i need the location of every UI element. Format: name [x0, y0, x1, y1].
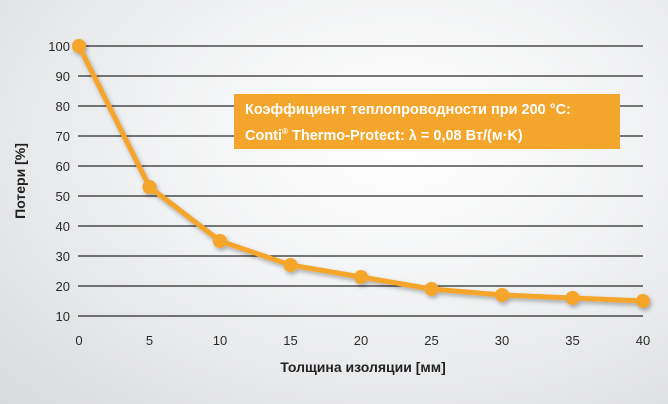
y-tick-label: 70 — [56, 129, 70, 144]
data-point — [72, 39, 86, 53]
annotation-box: Коэффициент теплопроводности при 200 °C:… — [234, 94, 620, 149]
x-tick-label: 5 — [146, 333, 153, 348]
x-tick-label: 15 — [283, 333, 297, 348]
data-point — [495, 288, 509, 302]
data-point — [213, 234, 227, 248]
x-tick-label: 30 — [495, 333, 509, 348]
x-tick-label: 25 — [424, 333, 438, 348]
x-tick-label: 10 — [213, 333, 227, 348]
registered-mark: ® — [282, 127, 288, 136]
x-tick-label: 20 — [354, 333, 368, 348]
series-line — [76, 44, 644, 304]
data-point — [565, 291, 580, 305]
data-point — [636, 294, 650, 308]
y-tick-label: 80 — [56, 99, 70, 114]
y-tick-label: 20 — [56, 279, 70, 294]
data-point — [424, 282, 439, 296]
data-point — [142, 180, 157, 194]
x-tick-label: 40 — [636, 333, 650, 348]
y-tick-label: 50 — [56, 189, 70, 204]
annotation-line-1: Коэффициент теплопроводности при 200 °C: — [245, 102, 571, 118]
y-tick-label: 100 — [48, 39, 70, 54]
x-tick-label: 35 — [565, 333, 579, 348]
y-tick-label: 30 — [56, 249, 70, 264]
y-tick-label: 60 — [56, 159, 70, 174]
annotation-line-2: Conti® Thermo-Protect: λ = 0,08 Вт/(м·K) — [245, 121, 620, 147]
annotation-detail: Thermo-Protect: λ = 0,08 Вт/(м·K) — [287, 127, 523, 144]
y-tick-label: 10 — [56, 309, 70, 324]
y-tick-label: 40 — [56, 219, 70, 234]
data-point — [283, 258, 298, 272]
data-point — [354, 270, 368, 284]
brand-name: Conti — [245, 127, 283, 144]
y-axis-label: Потери [%] — [12, 143, 28, 219]
x-axis-label: Толщина изоляции [мм] — [280, 359, 446, 375]
y-tick-label: 90 — [56, 69, 70, 84]
x-tick-label: 0 — [75, 333, 82, 348]
